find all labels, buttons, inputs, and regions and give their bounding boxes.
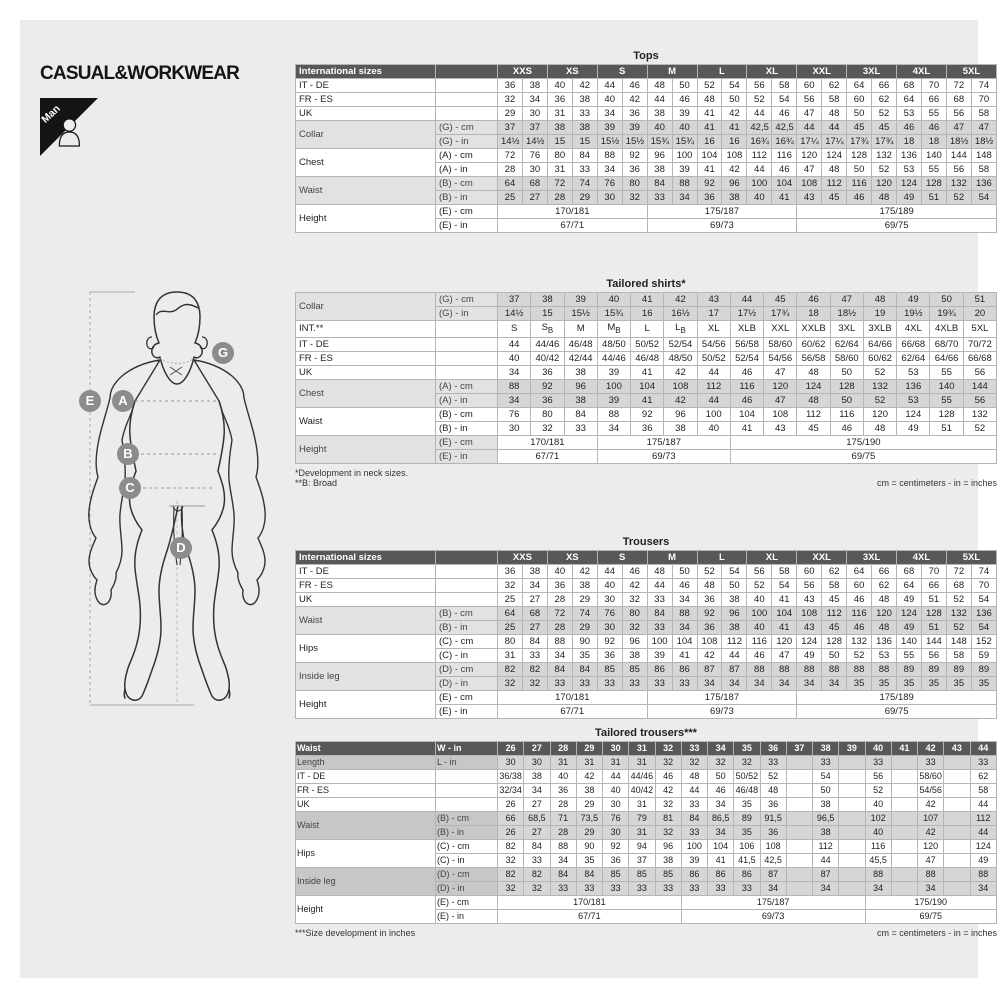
svg-text:B: B	[123, 446, 132, 461]
svg-text:A: A	[118, 393, 128, 408]
svg-text:D: D	[176, 540, 185, 555]
svg-text:G: G	[218, 345, 228, 360]
svg-text:E: E	[86, 393, 95, 408]
svg-text:C: C	[125, 480, 135, 495]
